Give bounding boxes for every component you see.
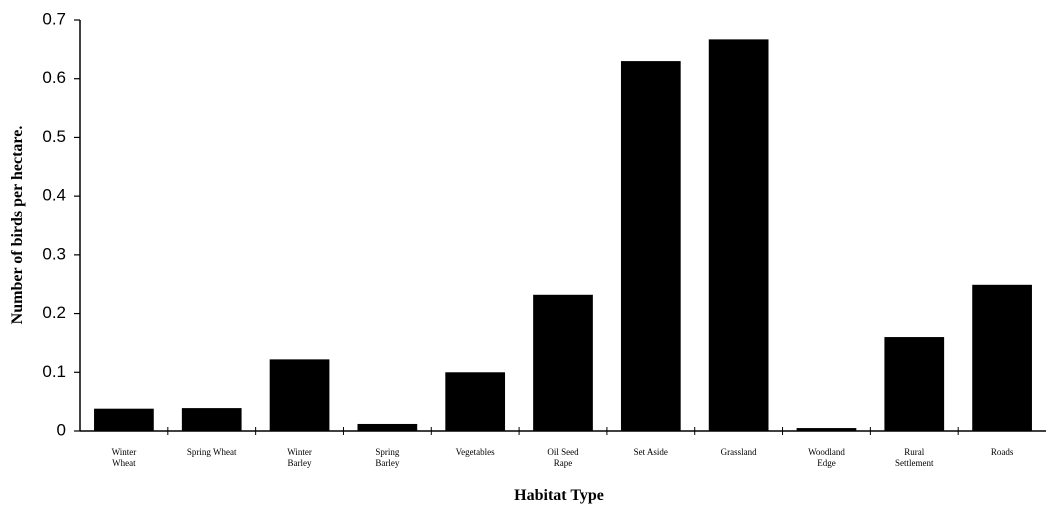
bar [357,423,418,431]
x-tick-label: Woodland Edge [808,447,845,468]
y-tick-label: 0.6 [42,68,66,87]
y-tick-label: 0.7 [42,9,66,28]
x-tick-label: Spring Wheat [186,447,237,457]
y-tick-label: 0.5 [42,127,66,146]
bar [972,284,1032,431]
y-axis-title: Number of birds per hectare. [9,126,26,325]
x-axis-title: Habitat Type [514,487,604,504]
bar [708,39,769,432]
y-tick-label: 0.3 [42,244,66,263]
y-tick-label: 0.2 [42,303,66,322]
bar [94,408,154,431]
x-tick-label: Rural Settlement [895,447,934,468]
bar [181,408,242,431]
bar [796,428,857,431]
y-tick-label: 0.1 [42,362,66,381]
x-tick-label: Grassland [720,447,757,457]
bar [620,61,681,431]
y-tick-label: 0 [57,420,66,439]
x-tick-label: Spring Barley [375,447,400,468]
x-tick-label: Roads [990,447,1014,457]
x-tick-label: Winter Barley [287,447,312,468]
x-tick-label: Oil Seed Rape [547,447,579,468]
bar [445,372,506,431]
x-tick-label: Set Aside [633,447,668,457]
x-tick-label: Vegetables [455,447,495,457]
x-tick-label: Winter Wheat [111,447,137,468]
bar [533,294,593,431]
y-tick-label: 0.4 [42,186,66,205]
bar [884,337,945,431]
bar [269,359,330,431]
